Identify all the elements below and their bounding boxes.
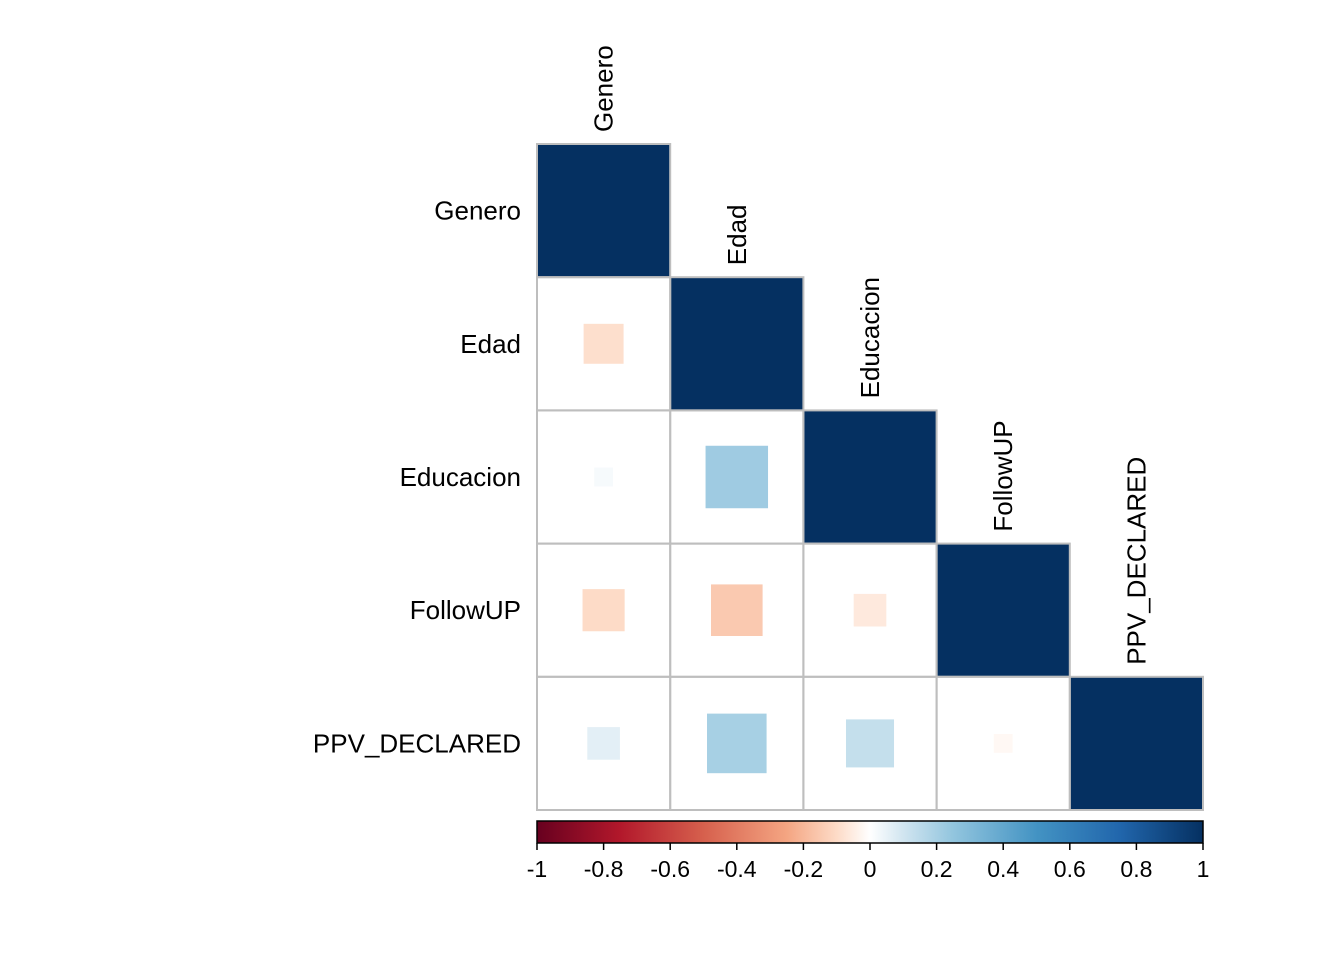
colorbar-tick-label: -0.2 — [784, 856, 824, 882]
col-label-PPV_DECLARED: PPV_DECLARED — [1121, 457, 1151, 665]
colorbar-tick-label: 0.4 — [987, 856, 1019, 882]
col-label-Edad: Edad — [722, 204, 752, 265]
colorbar: -1 -0.8 -0.6 -0.4 -0.2 0 0.2 0.4 0.6 0.8 1 — [527, 820, 1210, 882]
row-label-Genero: Genero — [434, 196, 521, 226]
col-label-Genero: Genero — [589, 45, 619, 132]
cell-FollowUP-Edad — [711, 584, 763, 636]
cell-Educacion-Educacion — [803, 410, 937, 544]
col-label-Educacion: Educacion — [855, 277, 885, 398]
cell-Edad-Edad — [670, 277, 804, 411]
cell-Educacion-Genero — [594, 467, 614, 487]
cell-PPV_DECLARED-Edad — [707, 713, 767, 774]
cell-PPV_DECLARED-Genero — [587, 727, 620, 760]
row-label-PPV_DECLARED: PPV_DECLARED — [313, 728, 521, 758]
colorbar-tick-label: 0.8 — [1120, 856, 1152, 882]
row-label-Educacion: Educacion — [400, 462, 521, 492]
grid-cell-PPV_DECLARED-PPV_DECLARED — [1068, 675, 1205, 811]
colorbar-tick-label: 1 — [1197, 856, 1210, 882]
cell-Educacion-Edad — [705, 445, 769, 509]
row-label-FollowUP: FollowUP — [410, 595, 521, 625]
colorbar-tick-label: 0 — [864, 856, 877, 882]
cell-PPV_DECLARED-PPV_DECLARED — [1069, 676, 1203, 810]
row-label-Edad: Edad — [460, 329, 521, 359]
colorbar-gradient — [536, 820, 1204, 844]
colorbar-tick-label: -0.6 — [650, 856, 690, 882]
row-labels: Genero Edad Educacion FollowUP PPV_DECLARED — [313, 196, 521, 759]
cell-FollowUP-FollowUP — [936, 543, 1070, 677]
colorbar-tick-label: -0.4 — [717, 856, 757, 882]
cell-Genero-Genero — [537, 144, 671, 278]
colorbar-tick-label: -0.8 — [584, 856, 624, 882]
cell-FollowUP-Educacion — [853, 593, 887, 627]
column-labels: Genero Edad Educacion FollowUP PPV_DECLARED — [589, 45, 1152, 665]
colorbar-tick-label: 0.2 — [921, 856, 953, 882]
colorbar-tick-label: 0.6 — [1054, 856, 1086, 882]
col-label-FollowUP: FollowUP — [988, 420, 1018, 531]
cell-FollowUP-Genero — [582, 589, 625, 632]
cells-layer — [537, 144, 1203, 810]
cell-PPV_DECLARED-Educacion — [845, 719, 895, 768]
cell-PPV_DECLARED-FollowUP — [993, 733, 1013, 753]
cell-Edad-Genero — [583, 323, 624, 364]
colorbar-tick-label: -1 — [527, 856, 547, 882]
grid-layer — [536, 143, 1205, 811]
